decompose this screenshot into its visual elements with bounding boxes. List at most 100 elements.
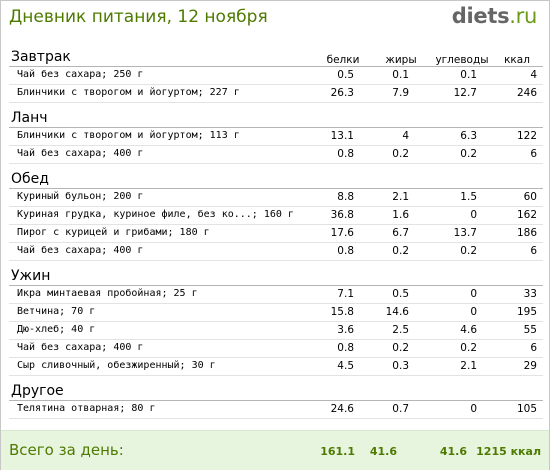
- food-row: Чай без сахара; 250 г 0.5 0.1 0.1 4: [9, 67, 543, 85]
- food-name: Чай без сахара; 250 г: [17, 69, 144, 80]
- food-name: Куриная грудка, куриное филе, без ко...;…: [17, 209, 294, 220]
- food-row: Куриная грудка, куриное филе, без ко...;…: [9, 207, 543, 225]
- food-protein: 8.8: [337, 191, 354, 203]
- category-2: Обед Куриный бульон; 200 г 8.8 2.1 1.5 60 Кури…: [9, 168, 543, 265]
- food-name: Дю-хлеб; 40 г: [17, 324, 96, 335]
- total-protein: 161.1: [320, 445, 355, 458]
- food-name: Блинчики с творогом и йогуртом; 113 г: [17, 130, 240, 141]
- column-header-kcal: ккал: [504, 54, 530, 66]
- food-kcal: 4: [530, 69, 537, 81]
- food-carbs: 0.2: [460, 148, 477, 160]
- column-header-protein: белки: [326, 54, 360, 66]
- page-title: Дневник питания, 12 ноября: [9, 7, 268, 27]
- food-carbs: 0: [470, 209, 477, 221]
- food-carbs: 0: [470, 288, 477, 300]
- food-name: Чай без сахара; 400 г: [17, 245, 144, 256]
- food-fat: 7.9: [392, 87, 409, 99]
- food-kcal: 122: [516, 130, 537, 142]
- food-fat: 2.5: [392, 324, 409, 336]
- food-name: Сыр сливочный, обезжиренный; 30 г: [17, 360, 216, 371]
- total-kcal: 1215 ккал: [476, 445, 541, 458]
- food-protein: 13.1: [330, 130, 354, 142]
- site-logo[interactable]: diets.ru: [451, 4, 538, 28]
- food-kcal: 6: [530, 245, 537, 257]
- food-protein: 26.3: [330, 87, 354, 99]
- food-protein: 0.8: [337, 148, 354, 160]
- food-name: Чай без сахара; 400 г: [17, 148, 144, 159]
- food-fat: 14.6: [385, 306, 409, 318]
- food-name: Блинчики с творогом и йогуртом; 227 г: [17, 87, 240, 98]
- food-kcal: 6: [530, 148, 537, 160]
- header: Дневник питания, 12 ноября diets.ru: [1, 1, 549, 39]
- food-fat: 0.2: [392, 148, 409, 160]
- food-fat: 0.2: [392, 245, 409, 257]
- food-row: Сыр сливочный, обезжиренный; 30 г 4.5 0.3 2…: [9, 358, 543, 376]
- food-row: Чай без сахара; 400 г 0.8 0.2 0.2 6: [9, 243, 543, 261]
- category-title: Завтрак белки жиры углеводы ккал: [9, 46, 543, 67]
- food-row: Чай без сахара; 400 г 0.8 0.2 0.2 6: [9, 340, 543, 358]
- food-fat: 6.7: [392, 227, 409, 239]
- food-fat: 0.5: [392, 288, 409, 300]
- food-carbs: 6.3: [460, 130, 477, 142]
- category-title: Обед: [9, 168, 543, 189]
- food-row: Пирог с курицей и грибами; 180 г 17.6 6.7 1…: [9, 225, 543, 243]
- food-row: Чай без сахара; 400 г 0.8 0.2 0.2 6: [9, 146, 543, 164]
- food-kcal: 33: [523, 288, 537, 300]
- category-title-text: Завтрак: [11, 49, 71, 65]
- food-name: Телятина отварная; 80 г: [17, 403, 156, 414]
- food-name: Икра минтаевая пробойная; 25 г: [17, 288, 198, 299]
- food-protein: 3.6: [337, 324, 354, 336]
- food-carbs: 4.6: [460, 324, 477, 336]
- column-header-fat: жиры: [385, 54, 417, 66]
- food-fat: 0.3: [392, 360, 409, 372]
- category-3: Ужин Икра минтаевая пробойная; 25 г 7.1 0.5…: [9, 265, 543, 380]
- food-row: Блинчики с творогом и йогуртом; 113 г 13.…: [9, 128, 543, 146]
- food-name: Ветчина; 70 г: [17, 306, 96, 317]
- category-title: Другое: [9, 380, 543, 401]
- food-name: Чай без сахара; 400 г: [17, 342, 144, 353]
- food-row: Куриный бульон; 200 г 8.8 2.1 1.5 60: [9, 189, 543, 207]
- category-title: Ланч: [9, 107, 543, 128]
- food-carbs: 0.1: [460, 69, 477, 81]
- food-protein: 17.6: [330, 227, 354, 239]
- category-spacer: [9, 419, 543, 423]
- food-fat: 4: [402, 130, 409, 142]
- diary-table: Завтрак белки жиры углеводы ккал Чай без саха…: [9, 46, 543, 423]
- category-1: Ланч Блинчики с творогом и йогуртом; 113 …: [9, 107, 543, 168]
- food-protein: 0.8: [337, 342, 354, 354]
- food-name: Пирог с курицей и грибами; 180 г: [17, 227, 210, 238]
- food-carbs: 1.5: [460, 191, 477, 203]
- food-fat: 2.1: [392, 191, 409, 203]
- total-fat: 41.6: [369, 445, 397, 458]
- food-fat: 0.2: [392, 342, 409, 354]
- food-row: Дю-хлеб; 40 г 3.6 2.5 4.6 55: [9, 322, 543, 340]
- food-protein: 0.5: [337, 69, 354, 81]
- total-carbs: 41.6: [439, 445, 467, 458]
- food-fat: 0.7: [392, 403, 409, 415]
- food-protein: 7.1: [337, 288, 354, 300]
- food-kcal: 246: [516, 87, 537, 99]
- food-kcal: 105: [516, 403, 537, 415]
- food-kcal: 162: [516, 209, 537, 221]
- category-4: Другое Телятина отварная; 80 г 24.6 0.7 0 105: [9, 380, 543, 423]
- food-fat: 0.1: [392, 69, 409, 81]
- food-row: Ветчина; 70 г 15.8 14.6 0 195: [9, 304, 543, 322]
- food-fat: 1.6: [392, 209, 409, 221]
- food-kcal: 55: [523, 324, 537, 336]
- food-carbs: 13.7: [453, 227, 477, 239]
- category-title: Ужин: [9, 265, 543, 286]
- logo-text: diets: [451, 4, 510, 28]
- food-carbs: 2.1: [460, 360, 477, 372]
- food-name: Куриный бульон; 200 г: [17, 191, 144, 202]
- food-protein: 24.6: [330, 403, 354, 415]
- food-protein: 4.5: [337, 360, 354, 372]
- food-carbs: 12.7: [453, 87, 477, 99]
- food-protein: 0.8: [337, 245, 354, 257]
- food-kcal: 195: [516, 306, 537, 318]
- food-carbs: 0.2: [460, 342, 477, 354]
- food-kcal: 60: [523, 191, 537, 203]
- food-protein: 36.8: [330, 209, 354, 221]
- food-row: Блинчики с творогом и йогуртом; 227 г 26.…: [9, 85, 543, 103]
- totals-label: Всего за день:: [9, 441, 124, 459]
